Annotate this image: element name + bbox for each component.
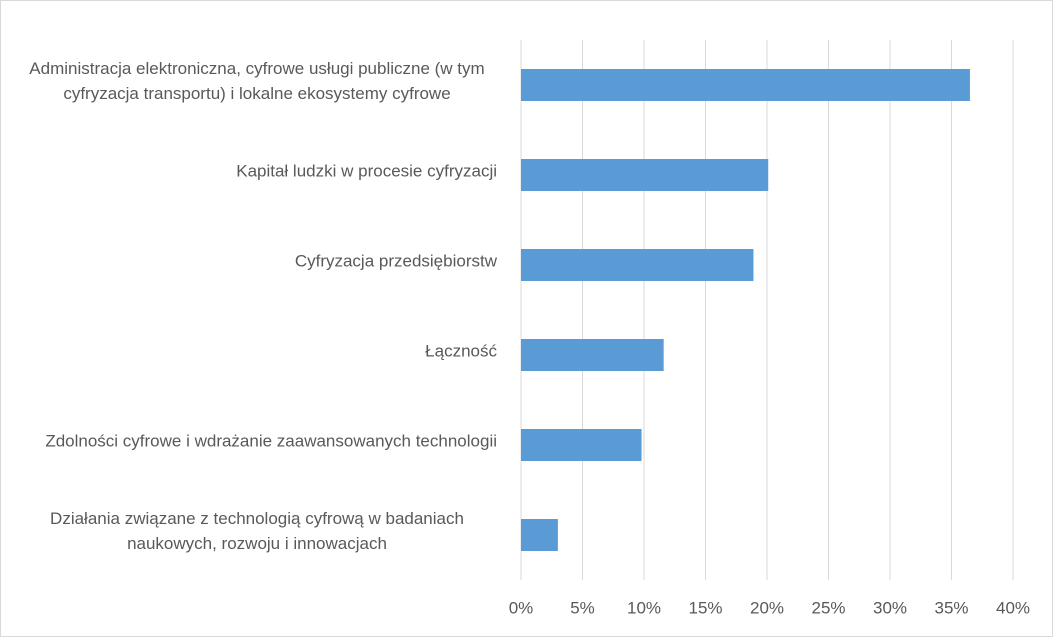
bar — [521, 249, 754, 281]
y-tick-label: Łączność — [425, 341, 497, 361]
bar — [521, 159, 769, 191]
bar — [521, 69, 970, 101]
x-tick-label: 15% — [688, 598, 722, 617]
bar — [521, 339, 664, 371]
y-tick-label: Zdolności cyfrowe i wdrażanie zaawansowa… — [45, 431, 497, 451]
category-label-box: Zdolności cyfrowe i wdrażanie zaawansowa… — [10, 429, 497, 454]
x-tick-label: 0% — [509, 598, 534, 617]
x-tick-label: 10% — [627, 598, 661, 617]
y-tick-label: Cyfryzacja przedsiębiorstw — [294, 251, 497, 271]
x-tick-label: 35% — [934, 598, 968, 617]
category-label-box: Kapitał ludzki w procesie cyfryzacji — [10, 159, 497, 184]
x-tick-label: 25% — [811, 598, 845, 617]
bar — [521, 519, 558, 551]
category-label-box: Cyfryzacja przedsiębiorstw — [10, 249, 497, 274]
x-tick-label: 5% — [570, 598, 595, 617]
category-label-box: Administracja elektroniczna, cyfrowe usł… — [10, 56, 497, 106]
x-tick-label: 40% — [996, 598, 1030, 617]
bar — [521, 429, 642, 461]
y-tick-label: Kapitał ludzki w procesie cyfryzacji — [236, 161, 497, 181]
category-label-box: Działania związane z technologią cyfrową… — [10, 506, 497, 556]
x-tick-label: 30% — [873, 598, 907, 617]
x-tick-label: 20% — [750, 598, 784, 617]
y-tick-label: Administracja elektroniczna, cyfrowe usł… — [29, 59, 485, 103]
category-label-box: Łączność — [10, 339, 497, 364]
y-tick-label: Działania związane z technologią cyfrową… — [50, 509, 464, 553]
